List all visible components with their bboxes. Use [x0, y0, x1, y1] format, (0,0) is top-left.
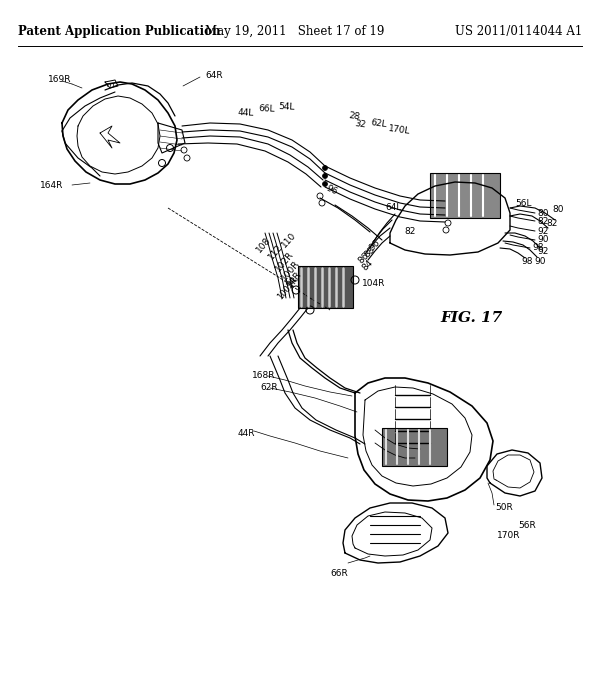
Circle shape — [323, 174, 328, 179]
Text: 82: 82 — [537, 216, 548, 225]
Text: 66R: 66R — [330, 568, 348, 577]
Text: Patent Application Publication: Patent Application Publication — [18, 25, 221, 38]
Text: 169R: 169R — [48, 75, 71, 84]
Text: 164R: 164R — [40, 181, 64, 189]
Text: 88: 88 — [362, 245, 376, 259]
Text: 64R: 64R — [205, 71, 223, 80]
Circle shape — [323, 165, 328, 170]
Text: 170L: 170L — [388, 124, 411, 136]
Text: 64L: 64L — [385, 204, 401, 212]
Text: 92: 92 — [537, 246, 548, 255]
Text: 28: 28 — [348, 111, 361, 121]
Text: 56R: 56R — [518, 521, 536, 530]
Text: 170R: 170R — [497, 531, 521, 540]
Text: 80: 80 — [537, 209, 548, 218]
Text: 82: 82 — [404, 226, 415, 235]
Text: 44L: 44L — [237, 108, 254, 118]
Text: 62R: 62R — [260, 383, 278, 392]
Text: 102R: 102R — [274, 249, 296, 273]
Bar — [298, 266, 353, 308]
Text: 50R: 50R — [495, 503, 513, 512]
Text: 44R: 44R — [238, 429, 256, 438]
Text: 90: 90 — [534, 256, 545, 265]
Text: 108: 108 — [255, 235, 273, 255]
Text: 66L: 66L — [258, 104, 275, 114]
Bar — [430, 173, 500, 218]
Text: FIG. 17: FIG. 17 — [440, 311, 502, 325]
Text: US 2011/0114044 A1: US 2011/0114044 A1 — [455, 25, 582, 38]
Text: 56L: 56L — [515, 198, 532, 207]
Text: 98: 98 — [532, 244, 544, 253]
Text: 92: 92 — [537, 226, 548, 235]
Circle shape — [323, 181, 328, 186]
Text: 62L: 62L — [370, 119, 388, 130]
Text: 54L: 54L — [278, 102, 295, 112]
Text: 96: 96 — [325, 184, 339, 197]
Text: 94R: 94R — [285, 270, 303, 290]
Text: 110: 110 — [280, 230, 298, 249]
Text: 86: 86 — [356, 251, 370, 265]
Text: May 19, 2011   Sheet 17 of 19: May 19, 2011 Sheet 17 of 19 — [205, 25, 385, 38]
Text: 1002R: 1002R — [276, 275, 300, 301]
Text: 100R: 100R — [280, 258, 302, 282]
Text: 96: 96 — [367, 238, 382, 252]
Bar — [382, 428, 447, 466]
Text: 82: 82 — [546, 219, 557, 228]
Text: 98: 98 — [521, 258, 533, 267]
Text: 32: 32 — [354, 119, 367, 129]
Text: 104R: 104R — [362, 279, 385, 288]
Text: 90: 90 — [537, 235, 548, 244]
Text: 84: 84 — [360, 258, 374, 272]
Text: 80: 80 — [552, 205, 563, 214]
Text: 168R: 168R — [252, 371, 275, 380]
Text: 112: 112 — [267, 242, 285, 262]
